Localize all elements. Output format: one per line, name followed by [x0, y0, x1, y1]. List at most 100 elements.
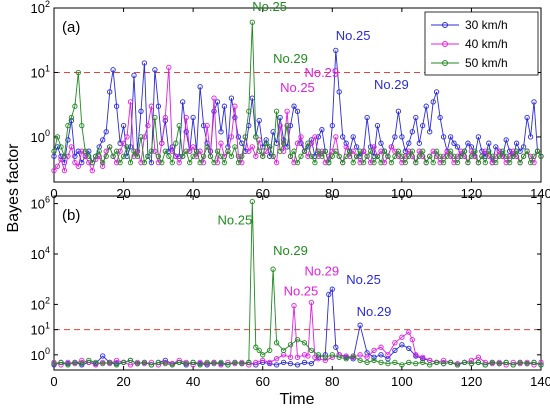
y-axis-title: Bayes factor: [5, 143, 22, 233]
data-point: [440, 360, 447, 367]
annotation-label: No.29: [357, 304, 392, 319]
data-point: [75, 163, 81, 169]
data-point: [357, 322, 363, 328]
data-point: [294, 140, 301, 146]
data-point: [496, 153, 502, 159]
x-tick-label: 0: [50, 186, 57, 201]
data-point: [350, 134, 356, 140]
data-point: [329, 286, 335, 292]
data-point: [239, 360, 245, 367]
data-point: [117, 140, 123, 146]
data-point: [148, 103, 155, 109]
data-point: [232, 114, 238, 121]
data-point: [399, 153, 405, 159]
data-point: [204, 144, 210, 150]
data-point: [183, 360, 189, 367]
data-point: [364, 114, 370, 121]
data-point: [183, 148, 189, 154]
data-point: [200, 153, 207, 159]
data-point: [333, 148, 339, 154]
data-point: [465, 140, 471, 146]
data-point: [197, 159, 203, 166]
data-point: [350, 353, 356, 359]
data-point: [482, 362, 488, 368]
data-point: [113, 103, 120, 109]
data-point: [493, 153, 499, 159]
data-point: [72, 159, 78, 166]
data-point: [413, 352, 419, 358]
data-point: [86, 153, 92, 159]
data-point: [225, 362, 231, 368]
data-point: [86, 159, 92, 166]
data-point: [409, 148, 415, 154]
data-point: [249, 19, 255, 25]
data-point: [103, 129, 109, 135]
data-point: [54, 134, 61, 140]
data-point: [517, 359, 523, 366]
data-point: [51, 360, 57, 367]
data-point: [246, 108, 252, 114]
data-point: [305, 153, 311, 159]
data-point: [406, 148, 412, 154]
data-point: [350, 148, 356, 154]
data-point: [162, 114, 168, 121]
x-tick-label: 80: [325, 186, 339, 201]
data-point: [534, 148, 541, 154]
data-point: [256, 117, 262, 124]
data-point: [273, 108, 280, 114]
data-point: [280, 359, 287, 366]
data-point: [301, 148, 308, 154]
data-point: [127, 357, 134, 364]
data-point: [218, 129, 224, 135]
data-point: [246, 359, 252, 366]
data-point: [214, 148, 221, 154]
data-point: [444, 153, 450, 159]
data-point: [260, 153, 266, 159]
data-point: [371, 357, 377, 364]
y-tick-label: 101: [31, 321, 50, 338]
data-point: [329, 122, 335, 129]
data-point: [107, 144, 113, 150]
data-point: [437, 114, 443, 121]
data-point: [399, 159, 405, 166]
x-tick-label: 60: [255, 186, 269, 201]
data-point: [267, 153, 273, 159]
data-point: [225, 148, 231, 154]
data-point: [280, 140, 287, 146]
data-point: [301, 359, 308, 366]
data-point: [58, 144, 64, 150]
data-point: [176, 159, 182, 166]
data-point: [127, 99, 134, 105]
data-point: [127, 159, 134, 166]
data-point: [312, 159, 318, 166]
data-point: [524, 114, 530, 121]
data-point: [267, 359, 273, 366]
data-point: [273, 159, 280, 166]
data-point: [162, 148, 168, 154]
data-point: [159, 159, 165, 166]
x-axis-title: Time: [280, 391, 315, 408]
data-point: [72, 103, 78, 109]
data-point: [242, 134, 248, 140]
data-point: [141, 134, 148, 140]
data-point: [305, 353, 311, 359]
data-point: [385, 360, 391, 367]
data-point: [319, 153, 325, 159]
data-point: [475, 359, 482, 366]
x-tick-label: 140: [530, 186, 550, 201]
data-point: [486, 153, 492, 159]
data-point: [395, 148, 402, 154]
data-point: [86, 148, 92, 154]
data-point: [500, 153, 506, 159]
data-point: [503, 359, 509, 366]
x-tick-label: 120: [461, 186, 483, 201]
data-point: [298, 134, 304, 140]
data-point: [468, 357, 475, 364]
data-point: [486, 140, 492, 146]
data-point: [110, 153, 116, 159]
data-point: [287, 342, 294, 348]
data-point: [416, 140, 422, 146]
data-point: [482, 148, 488, 154]
annotation-label: No.25: [336, 28, 371, 43]
